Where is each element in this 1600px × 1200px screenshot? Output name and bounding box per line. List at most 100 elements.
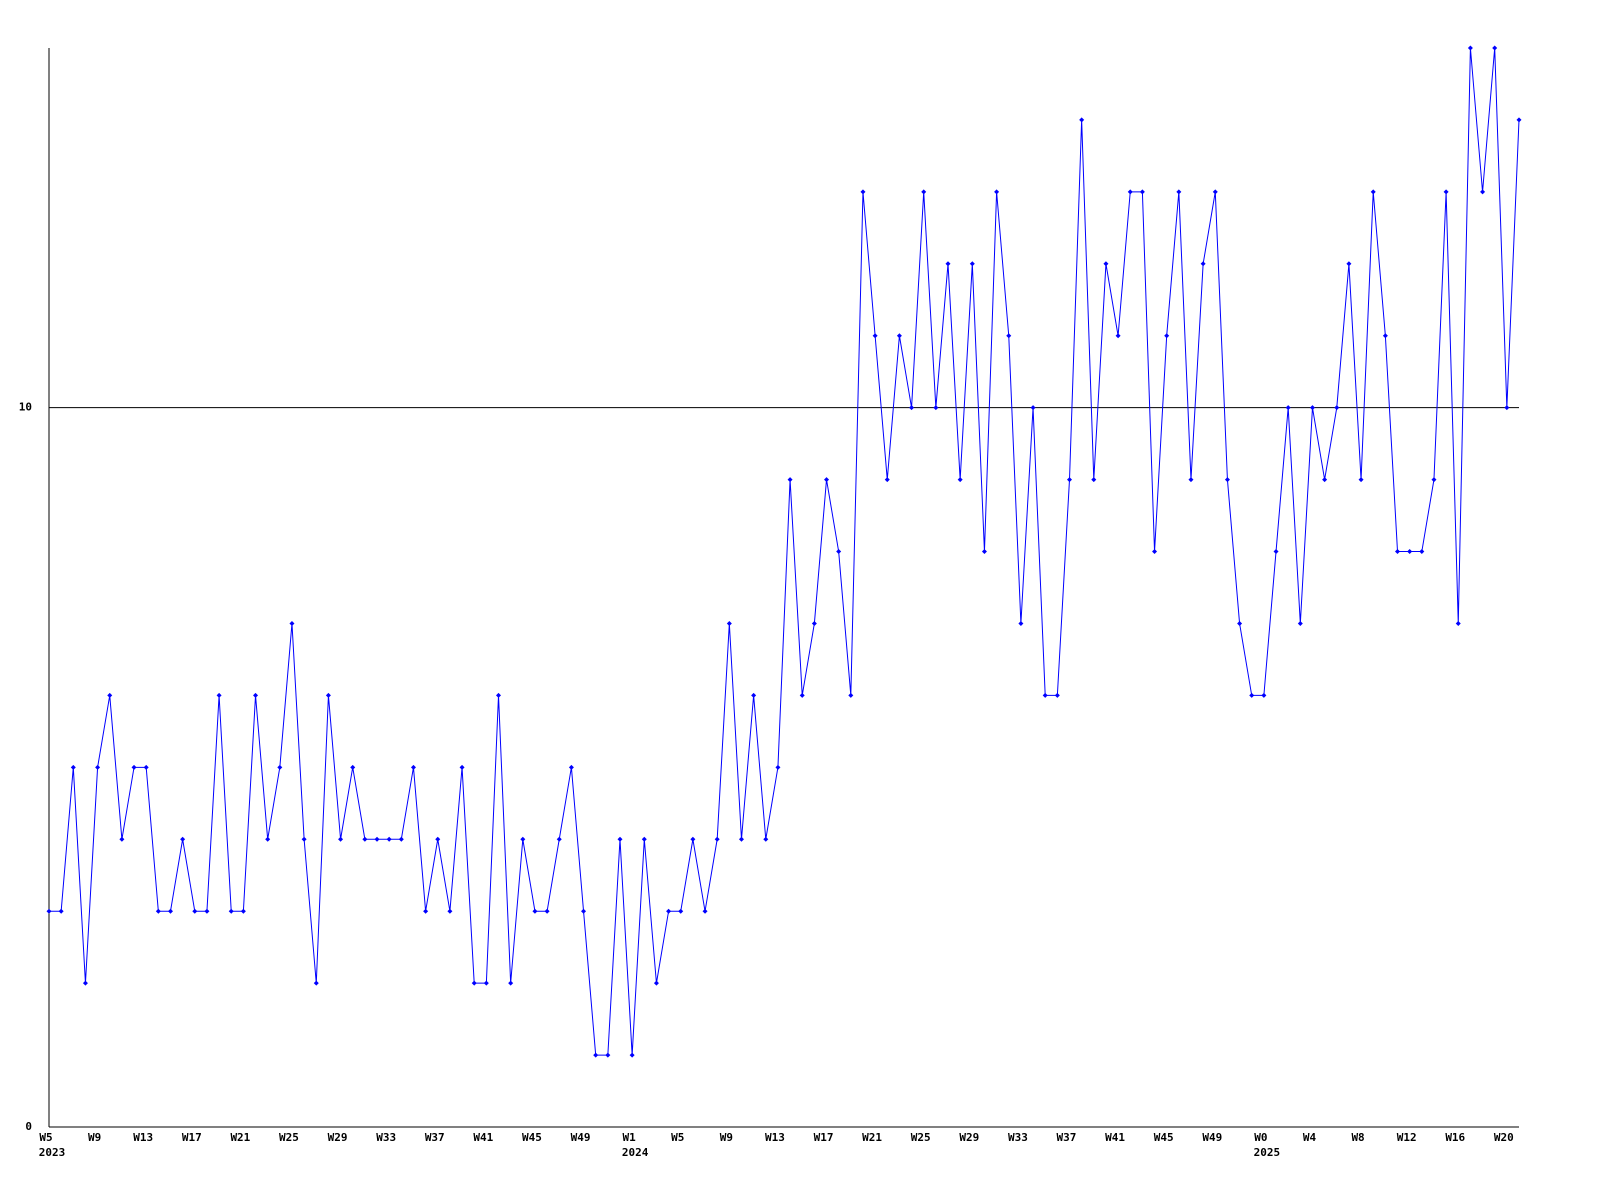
data-point <box>738 836 744 842</box>
data-point <box>1115 333 1121 339</box>
data-point <box>301 836 307 842</box>
data-point <box>338 836 344 842</box>
data-point <box>1249 692 1255 698</box>
x-tick-label: W33 <box>1008 1131 1028 1144</box>
data-point <box>374 836 380 842</box>
data-point <box>289 620 295 626</box>
data-point <box>544 908 550 914</box>
data-point <box>155 908 161 914</box>
data-point <box>1224 477 1230 483</box>
data-point <box>325 692 331 698</box>
data-point <box>981 549 987 555</box>
data-point <box>933 405 939 411</box>
data-point <box>921 189 927 195</box>
x-tick-label: W4 <box>1303 1131 1317 1144</box>
data-point <box>1030 405 1036 411</box>
data-point <box>836 549 842 555</box>
x-tick-label: W9 <box>88 1131 101 1144</box>
data-point <box>1431 477 1437 483</box>
data-line <box>49 47 1520 1056</box>
data-point <box>787 477 793 483</box>
data-point <box>1054 692 1060 698</box>
data-point <box>1066 477 1072 483</box>
data-point <box>82 980 88 986</box>
data-point <box>848 692 854 698</box>
data-point <box>872 333 878 339</box>
data-point <box>653 980 659 986</box>
data-point <box>398 836 404 842</box>
data-point <box>520 836 526 842</box>
x-tick-label: W37 <box>1057 1131 1077 1144</box>
data-point <box>1358 477 1364 483</box>
y-tick-label: 10 <box>19 401 32 414</box>
data-point <box>204 908 210 914</box>
data-point <box>277 764 283 770</box>
data-point <box>1006 333 1012 339</box>
data-point <box>362 836 368 842</box>
y-tick-label: 0 <box>25 1120 32 1133</box>
data-point <box>884 477 890 483</box>
x-tick-label: W45 <box>522 1131 542 1144</box>
data-point <box>702 908 708 914</box>
data-point <box>714 836 720 842</box>
data-point <box>228 908 234 914</box>
data-point <box>253 692 259 698</box>
data-point <box>143 764 149 770</box>
data-point <box>483 980 489 986</box>
data-point <box>1042 692 1048 698</box>
x-year-label: 2023 <box>39 1146 66 1159</box>
data-point <box>386 836 392 842</box>
data-point <box>192 908 198 914</box>
data-point <box>471 980 477 986</box>
data-point <box>46 908 52 914</box>
data-point <box>556 836 562 842</box>
data-point <box>350 764 356 770</box>
x-tick-label: W45 <box>1154 1131 1174 1144</box>
x-tick-label: W1 <box>623 1131 637 1144</box>
x-tick-label: W17 <box>814 1131 834 1144</box>
x-tick-label: W25 <box>911 1131 931 1144</box>
data-point <box>593 1052 599 1058</box>
data-point <box>496 692 502 698</box>
x-tick-label: W20 <box>1494 1131 1514 1144</box>
data-point <box>265 836 271 842</box>
x-tick-label: W16 <box>1445 1131 1465 1144</box>
data-point <box>1212 189 1218 195</box>
data-point <box>811 620 817 626</box>
data-point <box>751 692 757 698</box>
data-point <box>957 477 963 483</box>
x-tick-label: W49 <box>571 1131 591 1144</box>
data-point <box>1382 333 1388 339</box>
data-point <box>1079 117 1085 123</box>
data-point <box>1091 477 1097 483</box>
data-point <box>423 908 429 914</box>
data-point <box>726 620 732 626</box>
data-point <box>1018 620 1024 626</box>
data-point <box>1480 189 1486 195</box>
x-tick-label: W12 <box>1397 1131 1417 1144</box>
data-point <box>508 980 514 986</box>
x-tick-label: W41 <box>473 1131 493 1144</box>
data-point <box>1152 549 1158 555</box>
data-point <box>240 908 246 914</box>
data-point <box>994 189 1000 195</box>
data-point <box>131 764 137 770</box>
data-point <box>1164 333 1170 339</box>
x-tick-label: W41 <box>1105 1131 1125 1144</box>
x-tick-label: W5 <box>39 1131 52 1144</box>
x-tick-label: W33 <box>376 1131 396 1144</box>
data-point <box>58 908 64 914</box>
data-point <box>1443 189 1449 195</box>
data-point <box>1395 549 1401 555</box>
data-point <box>1407 549 1413 555</box>
x-tick-label: W37 <box>425 1131 445 1144</box>
data-point <box>180 836 186 842</box>
data-point <box>605 1052 611 1058</box>
data-point <box>447 908 453 914</box>
data-point <box>860 189 866 195</box>
data-point <box>824 477 830 483</box>
data-point <box>459 764 465 770</box>
data-point <box>95 764 101 770</box>
